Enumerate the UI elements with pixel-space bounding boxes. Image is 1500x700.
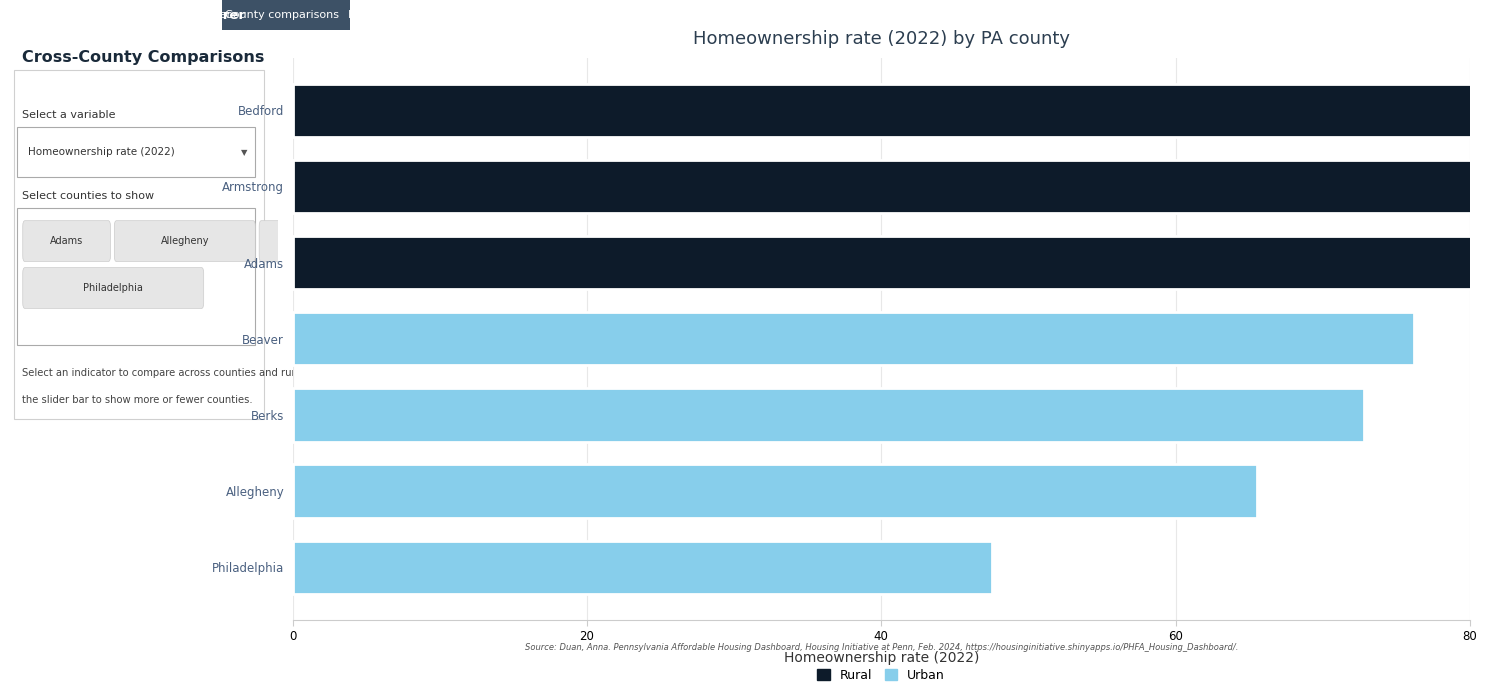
Text: Select counties to show: Select counties to show: [22, 191, 154, 201]
Text: About this site: About this site: [528, 10, 609, 20]
Text: Philadelphia: Philadelphia: [84, 283, 142, 293]
Bar: [292, 540, 992, 594]
Text: Pennsylvania Housing Explorer: Pennsylvania Housing Explorer: [12, 8, 244, 22]
Text: Armstrong: Armstrong: [304, 236, 355, 246]
FancyBboxPatch shape: [22, 220, 111, 262]
Text: PA Mapper: PA Mapper: [172, 10, 231, 20]
Bar: [292, 389, 1364, 442]
Text: the slider bar to show more or fewer counties.: the slider bar to show more or fewer cou…: [22, 395, 254, 405]
Bar: [292, 83, 1500, 137]
FancyBboxPatch shape: [13, 70, 264, 419]
Bar: [292, 160, 1500, 213]
Text: Berks: Berks: [657, 236, 684, 246]
Bar: [292, 465, 1257, 518]
Text: ▼: ▼: [240, 148, 248, 157]
Text: Select an indicator to compare across counties and rural status. Use: Select an indicator to compare across co…: [22, 368, 364, 379]
Text: Select a variable: Select a variable: [22, 111, 116, 120]
FancyBboxPatch shape: [16, 127, 255, 178]
Text: Bedford: Bedford: [548, 236, 585, 246]
FancyBboxPatch shape: [627, 220, 716, 262]
Text: County comparisons: County comparisons: [225, 10, 339, 20]
Title: Homeownership rate (2022) by PA county: Homeownership rate (2022) by PA county: [693, 30, 1070, 48]
FancyBboxPatch shape: [22, 267, 204, 309]
Bar: [292, 236, 1500, 289]
FancyBboxPatch shape: [404, 220, 506, 262]
Text: Cross-County Comparisons: Cross-County Comparisons: [22, 50, 264, 65]
Legend: Rural, Urban: Rural, Urban: [813, 664, 950, 687]
Text: Beaver: Beaver: [438, 236, 472, 246]
Text: Allegheny: Allegheny: [160, 236, 209, 246]
Text: Source: Duan, Anna. Pennsylvania Affordable Housing Dashboard, Housing Initiativ: Source: Duan, Anna. Pennsylvania Afforda…: [525, 643, 1238, 652]
Text: Homeownership rate (2022): Homeownership rate (2022): [27, 147, 174, 157]
Text: Data plotter: Data plotter: [348, 10, 416, 20]
FancyBboxPatch shape: [260, 220, 400, 262]
Text: Data: Data: [458, 10, 484, 20]
X-axis label: Homeownership rate (2022): Homeownership rate (2022): [783, 651, 980, 665]
Text: Adams: Adams: [50, 236, 82, 246]
Bar: [292, 312, 1414, 365]
FancyBboxPatch shape: [509, 220, 624, 262]
Bar: [222, 0, 350, 30]
FancyBboxPatch shape: [114, 220, 255, 262]
FancyBboxPatch shape: [16, 208, 255, 345]
